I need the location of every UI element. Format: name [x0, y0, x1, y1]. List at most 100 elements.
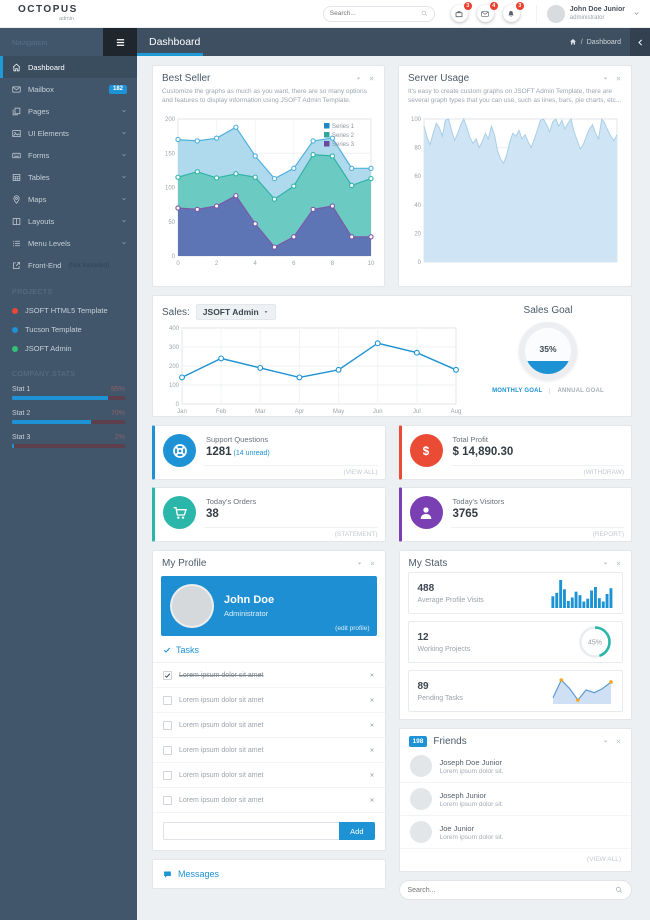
messages-card[interactable]: Messages [152, 859, 386, 889]
search-input[interactable] [329, 10, 421, 17]
search-icon[interactable] [615, 886, 623, 894]
sales-goal-title: Sales Goal [523, 305, 573, 316]
task-item[interactable]: Lorem ipsum dolor sit amet [153, 713, 385, 738]
close-icon[interactable] [368, 75, 375, 82]
task-text: Lorem ipsum dolor sit amet [179, 721, 264, 729]
close-icon[interactable] [615, 560, 622, 567]
bell-button[interactable]: 3 [502, 2, 524, 22]
briefcase-button[interactable]: 3 [450, 2, 472, 22]
chevron-down-icon[interactable] [633, 10, 640, 17]
sidebar-item-ui-elements[interactable]: UI Elements [0, 122, 137, 144]
sidebar-item-maps[interactable]: Maps [0, 188, 137, 210]
sidebar-item-label: Mailbox [28, 84, 54, 94]
sidebar-stat-stat-1: Stat 1 85% [0, 383, 137, 407]
stat-progress-fill [12, 396, 109, 400]
menu-toggle-button[interactable] [103, 28, 137, 56]
sidebar-item-tables[interactable]: Tables [0, 166, 137, 188]
notification-badge: 3 [463, 2, 472, 10]
task-remove-icon[interactable] [369, 747, 375, 753]
project-label: JSOFT HTML5 Template [25, 306, 108, 315]
friend-info: Joe Junior Lorem ipsum dolor sit. [440, 824, 504, 841]
task-remove-icon[interactable] [369, 697, 375, 703]
svg-text:Jan: Jan [177, 409, 187, 415]
sidebar-item-menu-levels[interactable]: Menu Levels [0, 232, 137, 254]
sales-source-dropdown[interactable]: JSOFT Admin [195, 304, 276, 320]
working-projects-ring: 45% [577, 624, 613, 660]
user-menu[interactable]: John Doe Junior administrator [535, 4, 640, 23]
envelope-button[interactable]: 4 [476, 2, 498, 22]
stat-value: 85% [110, 386, 125, 393]
company-stats-list: Stat 1 85% Stat 2 70% Stat 3 2% [0, 383, 137, 455]
svg-text:Series 2: Series 2 [332, 133, 355, 139]
tab-annual-goal[interactable]: ANNUAL GOAL [557, 388, 604, 394]
close-icon[interactable] [369, 560, 376, 567]
stat-card-action[interactable]: (WITHDRAW) [583, 469, 624, 476]
chevron-down-icon [121, 174, 127, 180]
view-all-friends-link[interactable]: (VIEW ALL) [399, 848, 631, 871]
stat-progress-fill [12, 420, 92, 424]
stat-progress-track [12, 420, 125, 424]
task-item[interactable]: Lorem ipsum dolor sit amet [153, 738, 385, 763]
friends-search-input[interactable] [407, 886, 615, 894]
sidebar-item-layouts[interactable]: Layouts [0, 210, 137, 232]
task-item[interactable]: Lorem ipsum dolor sit amet [153, 763, 385, 788]
tab-monthly-goal[interactable]: MONTHLY GOAL [485, 388, 551, 394]
task-checkbox[interactable] [163, 720, 172, 730]
stat-card-action[interactable]: (REPORT) [592, 531, 624, 538]
task-remove-icon[interactable] [369, 772, 375, 778]
task-item[interactable]: Lorem ipsum dolor sit amet [153, 663, 385, 688]
sidebar-project-tucson-template[interactable]: Tucson Template [0, 320, 137, 339]
sidebar-item-front-end[interactable]: Front-End (Not Included) [0, 254, 137, 276]
collapse-icon[interactable] [602, 738, 609, 745]
breadcrumb-separator: / [580, 38, 583, 46]
collapse-icon[interactable] [602, 560, 609, 567]
svg-text:40: 40 [414, 203, 421, 209]
add-task-button[interactable]: Add [339, 822, 375, 840]
task-checkbox[interactable] [163, 770, 172, 780]
close-icon[interactable] [615, 738, 622, 745]
svg-text:100: 100 [169, 383, 180, 389]
home-icon[interactable] [569, 38, 577, 46]
collapse-panel-button[interactable] [630, 28, 650, 56]
sidebar-stat-stat-3: Stat 3 2% [0, 431, 137, 455]
friend-item[interactable]: Joseph Junior Lorem ipsum dolor sit. [399, 783, 631, 816]
task-remove-icon[interactable] [369, 797, 375, 803]
task-item[interactable]: Lorem ipsum dolor sit amet [153, 788, 385, 813]
task-checkbox[interactable] [163, 745, 172, 755]
profile-visits-sparkline [551, 578, 613, 608]
sidebar-item-dashboard[interactable]: Dashboard [0, 56, 137, 78]
sidebar-item-pages[interactable]: Pages [0, 100, 137, 122]
task-checkbox[interactable] [163, 795, 172, 805]
image-icon [12, 129, 21, 138]
task-checkbox[interactable] [163, 670, 172, 680]
collapse-icon[interactable] [602, 75, 609, 82]
friend-desc: Lorem ipsum dolor sit. [439, 800, 504, 808]
avatar [546, 4, 565, 23]
close-icon[interactable] [615, 75, 622, 82]
pages-icon [12, 107, 21, 116]
edit-profile-link[interactable]: (edit profile) [335, 625, 370, 632]
stat-label: Stat 2 [12, 410, 31, 417]
sidebar-project-jsoft-admin[interactable]: JSOFT Admin [0, 339, 137, 358]
stat-value: 2% [114, 434, 125, 441]
task-remove-icon[interactable] [369, 722, 375, 728]
task-remove-icon[interactable] [369, 672, 375, 678]
stat-card-action[interactable]: (VIEW ALL) [343, 469, 378, 476]
collapse-icon[interactable] [356, 560, 363, 567]
task-item[interactable]: Lorem ipsum dolor sit amet [153, 688, 385, 713]
search-icon[interactable] [421, 10, 428, 17]
stat-value: 488 [417, 582, 435, 594]
divider [450, 465, 624, 466]
sidebar-item-forms[interactable]: Forms [0, 144, 137, 166]
sidebar-item-mailbox[interactable]: Mailbox 182 [0, 78, 137, 100]
collapse-icon[interactable] [355, 75, 362, 82]
logo[interactable]: OCTOPUS admin [0, 5, 137, 23]
stat-card-value: 38 [206, 508, 219, 520]
stat-card-action[interactable]: (STATEMENT) [334, 531, 378, 538]
sidebar-project-jsoft-html5-template[interactable]: JSOFT HTML5 Template [0, 301, 137, 320]
friends-search [398, 880, 632, 900]
friend-item[interactable]: Joseph Doe Junior Lorem ipsum dolor sit. [399, 750, 631, 783]
task-checkbox[interactable] [163, 695, 172, 705]
friend-item[interactable]: Joe Junior Lorem ipsum dolor sit. [400, 816, 632, 848]
new-task-input[interactable] [163, 822, 340, 840]
